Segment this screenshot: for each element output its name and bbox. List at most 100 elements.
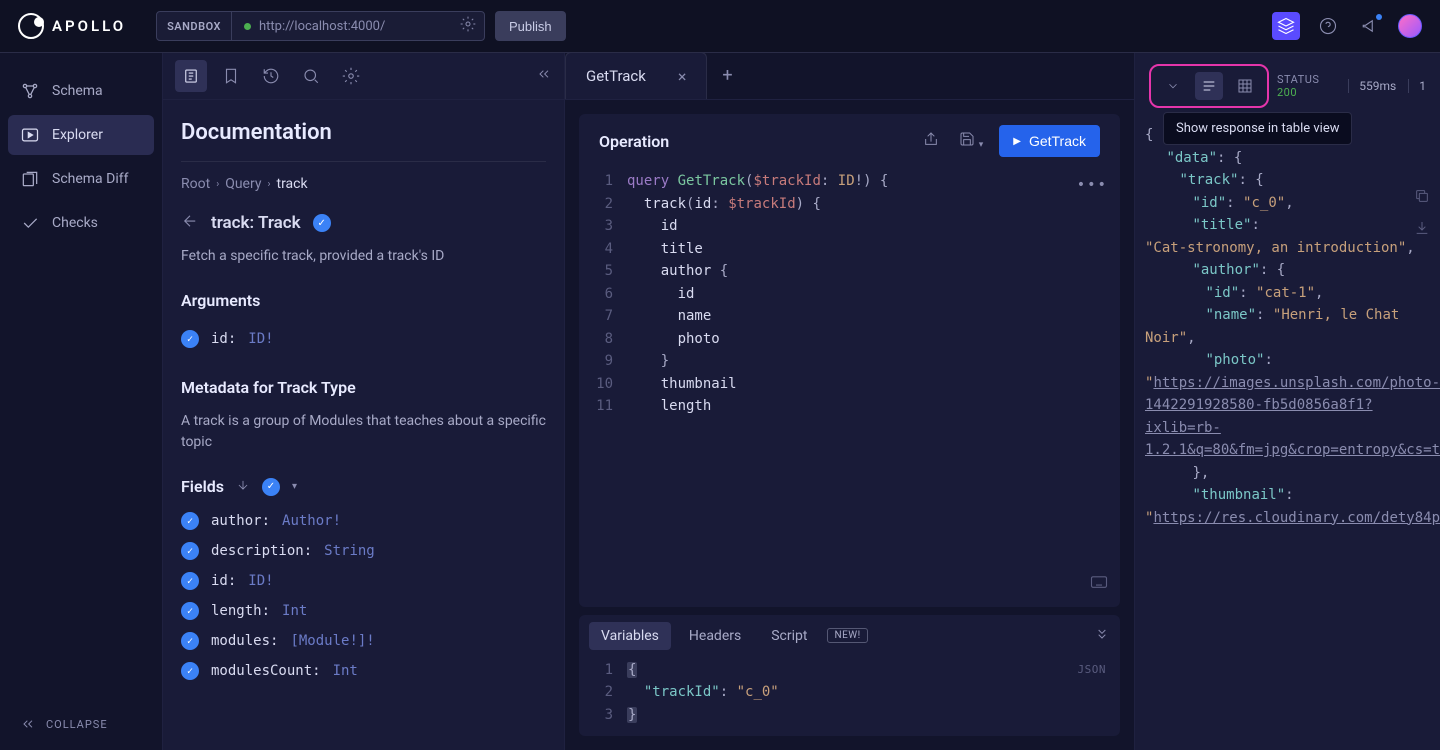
url-display[interactable]: http://localhost:4000/ bbox=[232, 19, 452, 34]
chevron-down-icon[interactable] bbox=[1159, 72, 1187, 100]
main: Schema Explorer Schema Diff Checks COLLA… bbox=[0, 53, 1440, 750]
topbar: APOLLO SANDBOX http://localhost:4000/ Pu… bbox=[0, 0, 1440, 53]
field-row[interactable]: ✓id: ID! bbox=[181, 566, 546, 596]
new-badge: NEW! bbox=[827, 628, 867, 643]
status: STATUS 200 bbox=[1277, 73, 1336, 99]
arg-row[interactable]: ✓id: ID! bbox=[181, 324, 546, 354]
field-row[interactable]: ✓length: Int bbox=[181, 596, 546, 626]
sidebar-item-schema[interactable]: Schema bbox=[8, 71, 154, 111]
crumb[interactable]: Root bbox=[181, 176, 210, 192]
field-row[interactable]: ✓description: String bbox=[181, 536, 546, 566]
crumb[interactable]: Query bbox=[225, 176, 261, 192]
table-view-icon[interactable] bbox=[1231, 72, 1259, 100]
avatar[interactable] bbox=[1398, 14, 1422, 38]
check-icon[interactable]: ✓ bbox=[181, 542, 199, 560]
check-all-icon[interactable]: ✓ bbox=[262, 478, 280, 496]
field-row[interactable]: ✓modulesCount: Int bbox=[181, 656, 546, 686]
response-header: Show response in table view STATUS 200 5… bbox=[1135, 53, 1440, 118]
operation-title: Operation bbox=[599, 132, 669, 151]
collapse-button[interactable]: COLLAPSE bbox=[8, 706, 154, 742]
logo[interactable]: APOLLO bbox=[18, 13, 126, 39]
schema-icon bbox=[20, 81, 40, 101]
settings-icon[interactable] bbox=[335, 60, 367, 92]
sidebar-label: Checks bbox=[52, 215, 98, 231]
variables-editor[interactable]: 123 { "trackId": "c_0"} JSON bbox=[579, 657, 1120, 737]
topbar-right bbox=[1272, 12, 1422, 40]
field-row[interactable]: ✓modules: [Module!]! bbox=[181, 626, 546, 656]
list-view-icon[interactable] bbox=[1195, 72, 1223, 100]
add-tab-button[interactable]: + bbox=[707, 52, 747, 99]
check-icon[interactable]: ✓ bbox=[181, 632, 199, 650]
tooltip: Show response in table view bbox=[1163, 112, 1352, 145]
item-type: Track bbox=[258, 213, 301, 233]
docs-toolbar bbox=[163, 53, 564, 100]
close-icon[interactable]: × bbox=[678, 67, 687, 86]
check-icon[interactable]: ✓ bbox=[181, 330, 199, 348]
meta-desc: A track is a group of Modules that teach… bbox=[181, 411, 546, 453]
variables-box: Variables Headers Script NEW! 123 { "tra… bbox=[579, 615, 1120, 737]
meta-heading: Metadata for Track Type bbox=[181, 378, 546, 397]
tab-headers[interactable]: Headers bbox=[677, 622, 753, 650]
tab-variables[interactable]: Variables bbox=[589, 622, 671, 650]
sort-icon[interactable] bbox=[236, 478, 250, 496]
megaphone-icon[interactable] bbox=[1356, 12, 1384, 40]
response-body[interactable]: { "data": { "track": { "id": "c_0", "tit… bbox=[1135, 118, 1440, 750]
sandbox-badge: SANDBOX bbox=[157, 12, 232, 40]
run-button[interactable]: GetTrack bbox=[999, 125, 1100, 157]
search-icon[interactable] bbox=[295, 60, 327, 92]
gutter: 1234567891011 bbox=[579, 168, 627, 607]
publish-button[interactable]: Publish bbox=[495, 11, 566, 41]
docs-icon[interactable] bbox=[175, 60, 207, 92]
explorer-icon bbox=[20, 125, 40, 145]
field-row[interactable]: ✓author: Author! bbox=[181, 506, 546, 536]
code[interactable]: query GetTrack($trackId: ID!) { track(id… bbox=[627, 168, 1120, 607]
code[interactable]: { "trackId": "c_0"} bbox=[627, 657, 1120, 727]
url-text: http://localhost:4000/ bbox=[259, 19, 385, 34]
crumb-current: track bbox=[276, 176, 307, 192]
sidebar-item-checks[interactable]: Checks bbox=[8, 203, 154, 243]
more-icon[interactable]: ••• bbox=[1077, 174, 1108, 197]
back-icon[interactable] bbox=[181, 212, 199, 234]
breadcrumb: Root› Query› track bbox=[181, 176, 546, 192]
args-heading: Arguments bbox=[181, 291, 546, 310]
check-icon[interactable]: ✓ bbox=[181, 662, 199, 680]
collapse-label: COLLAPSE bbox=[46, 718, 108, 731]
share-icon[interactable] bbox=[919, 127, 943, 155]
center-panel: GetTrack × + Operation ▾ GetTrack 123456… bbox=[565, 53, 1134, 750]
sidebar-item-explorer[interactable]: Explorer bbox=[8, 115, 154, 155]
sidebar-item-schema-diff[interactable]: Schema Diff bbox=[8, 159, 154, 199]
diff-icon bbox=[20, 169, 40, 189]
sidebar-label: Schema bbox=[52, 83, 103, 99]
fields-heading: Fields bbox=[181, 477, 224, 496]
download-icon[interactable] bbox=[1414, 220, 1430, 244]
cube-icon[interactable] bbox=[1272, 12, 1300, 40]
logo-icon bbox=[18, 13, 44, 39]
copy-icon[interactable] bbox=[1414, 188, 1430, 212]
check-icon[interactable]: ✓ bbox=[181, 512, 199, 530]
tab-script[interactable]: Script bbox=[759, 622, 819, 650]
operation-box: Operation ▾ GetTrack 1234567891011 query… bbox=[579, 114, 1120, 607]
check-icon[interactable]: ✓ bbox=[181, 602, 199, 620]
help-icon[interactable] bbox=[1314, 12, 1342, 40]
sidebar-label: Explorer bbox=[52, 127, 103, 143]
json-badge: JSON bbox=[1078, 659, 1107, 682]
fields-header: Fields ✓ ▾ bbox=[181, 477, 546, 496]
item-title-row: track: Track ✓ bbox=[181, 212, 546, 234]
item-desc: Fetch a specific track, provided a track… bbox=[181, 246, 546, 267]
history-icon[interactable] bbox=[255, 60, 287, 92]
view-toggle-highlight: Show response in table view bbox=[1149, 64, 1269, 108]
operation-editor[interactable]: 1234567891011 query GetTrack($trackId: I… bbox=[579, 168, 1120, 607]
collapse-docs-icon[interactable] bbox=[536, 66, 552, 86]
tab-gettrack[interactable]: GetTrack × bbox=[565, 52, 707, 99]
keyboard-icon[interactable] bbox=[1090, 574, 1108, 597]
check-icon[interactable]: ✓ bbox=[313, 214, 331, 232]
gear-icon[interactable] bbox=[452, 16, 484, 36]
collapse-vars-icon[interactable] bbox=[1094, 626, 1110, 646]
tabs: GetTrack × + bbox=[565, 53, 1134, 100]
bookmark-icon[interactable] bbox=[215, 60, 247, 92]
save-icon[interactable]: ▾ bbox=[955, 127, 987, 155]
response-content: { "data": { "track": { "id": "c_0", "tit… bbox=[1145, 124, 1430, 529]
check-icon[interactable]: ✓ bbox=[181, 572, 199, 590]
collapse-icon bbox=[20, 716, 36, 732]
chevron-down-icon[interactable]: ▾ bbox=[292, 481, 297, 492]
